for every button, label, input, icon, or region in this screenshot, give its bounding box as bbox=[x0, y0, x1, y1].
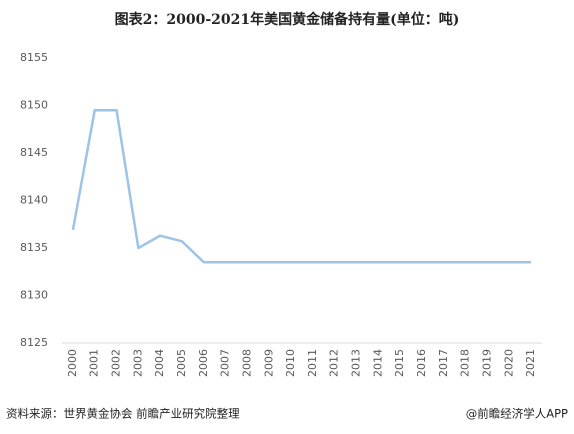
x-tick-label: 2019 bbox=[480, 349, 493, 377]
x-tick-label: 2000 bbox=[66, 349, 79, 377]
x-tick-label: 2015 bbox=[393, 349, 406, 377]
source-note: 资料来源：世界黄金协会 前瞻产业研究院整理 bbox=[6, 407, 240, 421]
x-tick-label: 2018 bbox=[459, 349, 472, 377]
x-tick-label: 2003 bbox=[131, 349, 144, 377]
y-tick-label: 8125 bbox=[20, 336, 48, 349]
y-tick-label: 8135 bbox=[20, 241, 48, 254]
x-tick-label: 2006 bbox=[197, 349, 210, 377]
x-tick-label: 2017 bbox=[437, 349, 450, 377]
x-tick-label: 2021 bbox=[524, 349, 537, 377]
x-tick-label: 2008 bbox=[240, 349, 253, 377]
y-tick-label: 8145 bbox=[20, 146, 48, 159]
x-tick-label: 2013 bbox=[350, 349, 363, 377]
x-tick-label: 2002 bbox=[110, 349, 123, 377]
x-tick-label: 2010 bbox=[284, 349, 297, 377]
y-tick-label: 8155 bbox=[20, 51, 48, 64]
x-tick-label: 2007 bbox=[219, 349, 232, 377]
x-tick-label: 2020 bbox=[502, 349, 515, 377]
y-tick-label: 8140 bbox=[20, 194, 48, 207]
x-tick-label: 2011 bbox=[306, 349, 319, 377]
data-line bbox=[71, 109, 532, 264]
y-tick-label: 8150 bbox=[20, 99, 48, 112]
x-tick-label: 2016 bbox=[415, 349, 428, 377]
x-tick-label: 2001 bbox=[88, 349, 101, 377]
x-tick-label: 2012 bbox=[328, 349, 341, 377]
x-tick-label: 2005 bbox=[175, 349, 188, 377]
x-tick-label: 2014 bbox=[371, 349, 384, 377]
x-tick-label: 2009 bbox=[262, 349, 275, 377]
credit: @前瞻经济学人APP bbox=[466, 407, 568, 421]
x-tick-label: 2004 bbox=[153, 349, 166, 377]
y-tick-label: 8130 bbox=[20, 289, 48, 302]
chart-title: 图表2：2000-2021年美国黄金储备持有量(单位：吨) bbox=[115, 11, 460, 28]
